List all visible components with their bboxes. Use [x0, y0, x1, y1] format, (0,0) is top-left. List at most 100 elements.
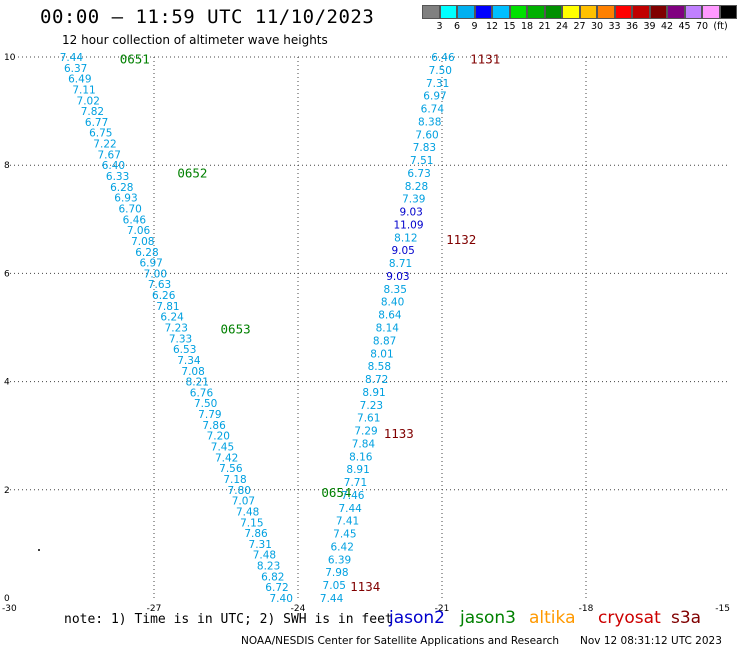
time-label: 0653	[221, 322, 251, 337]
swh-value: 7.20	[207, 431, 230, 443]
swh-value: 8.71	[389, 258, 412, 270]
color-legend-label: 24	[555, 21, 569, 32]
swh-value: 6.28	[135, 247, 158, 259]
swh-value: 8.28	[405, 181, 428, 193]
swh-value: 7.00	[144, 268, 167, 280]
swh-value: 6.46	[431, 52, 455, 64]
swh-value: 7.46	[341, 490, 365, 502]
swh-value: 8.87	[373, 335, 396, 347]
swh-value: 8.91	[346, 464, 369, 476]
color-legend-label: 15	[503, 21, 516, 32]
swh-value: 7.34	[177, 355, 201, 367]
swh-value: 7.44	[320, 593, 344, 605]
swh-value: 7.51	[410, 155, 433, 167]
swh-value: 7.40	[270, 593, 293, 605]
chart-title: 00:00 – 11:59 UTC 11/10/2023	[40, 6, 375, 28]
color-legend-label: 30	[590, 21, 604, 32]
swh-value: 6.76	[190, 387, 214, 399]
color-legend-label: 33	[608, 21, 621, 32]
swh-value: 7.50	[194, 398, 217, 410]
swh-value: 6.24	[160, 312, 184, 324]
swh-value: 6.26	[152, 290, 176, 302]
footer-timestamp: Nov 12 08:31:12 UTC 2023	[580, 635, 722, 647]
swh-value: 8.23	[257, 561, 280, 573]
footer-credit: NOAA/NESDIS Center for Satellite Applica…	[241, 635, 559, 647]
swh-value: 7.84	[352, 438, 376, 450]
swh-value: 7.50	[429, 65, 452, 77]
y-tick-label: 10	[4, 53, 16, 63]
color-legend-label: 21	[538, 21, 551, 32]
swh-value: 7.29	[354, 426, 377, 438]
satellite-tracks: 7.446.376.497.117.027.826.776.757.227.67…	[60, 52, 501, 605]
color-legend-label: 70	[695, 21, 709, 32]
swh-value: 6.28	[110, 182, 133, 194]
color-swatch	[492, 5, 510, 19]
time-label: 1133	[384, 426, 414, 441]
swh-value: 7.44	[60, 52, 84, 64]
swh-value: 7.61	[357, 413, 380, 425]
swh-value: 6.70	[118, 203, 141, 215]
swh-value: 8.58	[368, 361, 391, 373]
color-swatch	[579, 5, 597, 19]
swh-value: 8.40	[381, 297, 404, 309]
color-legend-label: 45	[678, 21, 691, 32]
color-swatch	[702, 5, 720, 19]
swh-value: 8.12	[394, 232, 417, 244]
x-tick-label: -30	[2, 604, 17, 614]
swh-value: 7.22	[93, 139, 116, 151]
color-swatch	[544, 5, 562, 19]
track-s3a: 6.467.507.316.976.748.387.607.837.516.73…	[320, 52, 500, 605]
swh-value: 7.71	[344, 477, 367, 489]
swh-value: 7.05	[323, 580, 346, 592]
x-tick-label: -21	[435, 604, 450, 614]
swh-value: 6.97	[139, 258, 162, 270]
color-swatch	[649, 5, 667, 19]
color-swatch	[614, 5, 632, 19]
swh-value: 6.53	[173, 344, 196, 356]
swh-value: 7.80	[228, 485, 251, 497]
color-legend-label: 3	[436, 21, 443, 32]
swh-value: 7.15	[240, 517, 263, 529]
y-tick-label: 4	[4, 378, 10, 388]
swh-value: 6.73	[407, 168, 430, 180]
swh-value: 7.63	[148, 279, 171, 291]
swh-value: 8.16	[349, 451, 373, 463]
color-swatch	[562, 5, 580, 19]
swh-value: 7.45	[211, 442, 234, 454]
swh-value: 7.11	[72, 84, 95, 96]
time-label: 1132	[446, 232, 476, 247]
swh-value: 8.91	[362, 387, 385, 399]
mission-altika: altika	[529, 608, 576, 628]
swh-value: 7.56	[219, 463, 243, 475]
swh-value: 7.33	[169, 333, 192, 345]
color-swatch	[667, 5, 685, 19]
swh-value: 7.18	[223, 474, 246, 486]
swh-value: 6.49	[68, 74, 91, 86]
y-tick-label: 8	[4, 161, 10, 171]
swh-value: 6.74	[421, 104, 445, 116]
chart-subtitle: 12 hour collection of altimeter wave hei…	[62, 33, 328, 47]
y-tick-label: 0	[4, 594, 10, 604]
swh-value: 7.60	[415, 129, 438, 141]
swh-value: 6.97	[423, 91, 446, 103]
swh-value: 6.39	[328, 554, 351, 566]
mission-cryosat: cryosat	[598, 608, 661, 628]
swh-value: 9.05	[391, 245, 414, 257]
color-legend-label: 39	[643, 21, 656, 32]
swh-value: 7.31	[249, 539, 272, 551]
swh-value: 6.42	[331, 541, 354, 553]
swh-value: 7.82	[81, 106, 104, 118]
time-label: 1134	[350, 579, 380, 594]
swh-value: 11.09	[393, 219, 423, 231]
swh-value: 7.44	[338, 503, 362, 515]
color-legend-label: 42	[660, 21, 674, 32]
color-legend-labels: 3 6 9 12 15 18 21 24 27 30 33 36 39 42 45 70 (ft)	[422, 21, 740, 35]
color-legend-label: 18	[520, 21, 534, 32]
swh-value: 6.75	[89, 128, 112, 140]
color-swatch	[509, 5, 527, 19]
time-label: 0654	[321, 485, 351, 500]
color-swatch	[422, 5, 440, 19]
swh-value: 7.07	[232, 496, 255, 508]
axis-tick-labels: -30 -27 -24 -21 -18 -15 0 2 4 6 8 10	[2, 53, 730, 614]
